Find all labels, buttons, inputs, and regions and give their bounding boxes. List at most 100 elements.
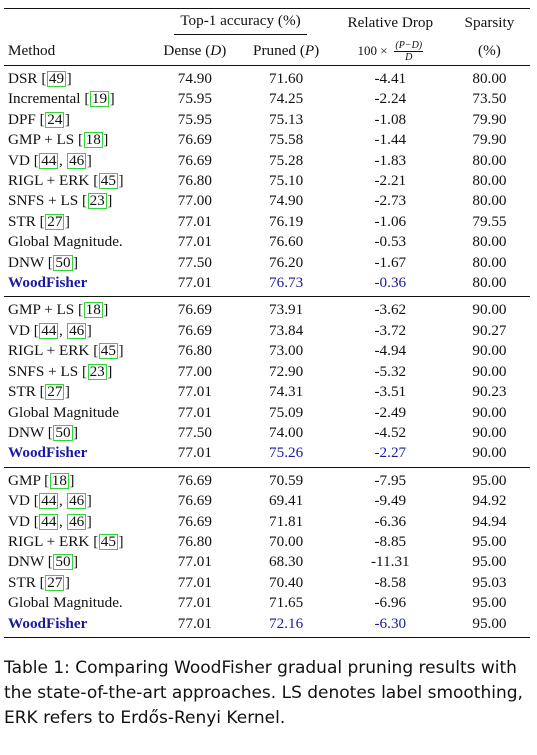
citation-link[interactable]: 27 bbox=[45, 573, 65, 591]
sparsity-value: 94.94 bbox=[472, 512, 507, 530]
method-name: RIGL + ERK bbox=[8, 342, 90, 360]
citation-link[interactable]: 46 bbox=[67, 321, 87, 339]
dense-value: 77.01 bbox=[177, 403, 212, 421]
method-name: DPF bbox=[8, 110, 36, 128]
citation-link[interactable]: 18 bbox=[83, 131, 103, 149]
relative-drop-value: -5.32 bbox=[374, 362, 407, 380]
pruned-value: 73.91 bbox=[240, 296, 332, 321]
relative-drop-value: -7.95 bbox=[331, 466, 449, 492]
pruned-value: 68.30 bbox=[269, 553, 304, 571]
citation-link[interactable]: 50 bbox=[53, 553, 73, 571]
dense-value: 75.95 bbox=[177, 90, 212, 108]
method-name: STR bbox=[8, 212, 36, 230]
method-cell: DNW [50] bbox=[8, 423, 79, 441]
table-row-highlight: WoodFisher 77.01 72.16 -6.30 95.00 bbox=[4, 613, 530, 638]
method-cell: STR [27] bbox=[8, 383, 70, 401]
relative-drop-value: -3.51 bbox=[374, 383, 407, 401]
citation-link[interactable]: 44 bbox=[39, 321, 59, 339]
method-cell: WoodFisher bbox=[4, 273, 149, 297]
dense-value: 76.80 bbox=[177, 172, 212, 190]
pruned-value: 70.40 bbox=[269, 573, 304, 591]
method-name: RIGL + ERK bbox=[8, 172, 90, 190]
citation-link[interactable]: 18 bbox=[83, 301, 103, 319]
method-name: DNW bbox=[8, 253, 44, 271]
method-name: STR bbox=[8, 383, 36, 401]
dense-value: 76.80 bbox=[177, 342, 212, 360]
method-cell: GMP [18] bbox=[4, 466, 150, 492]
citation-link[interactable]: 45 bbox=[98, 532, 118, 550]
citation-link[interactable]: 50 bbox=[53, 253, 73, 271]
citation-link[interactable]: 49 bbox=[46, 70, 67, 87]
sparsity-value: 90.27 bbox=[472, 321, 507, 339]
sparsity-value: 90.00 bbox=[472, 362, 507, 380]
citation-link[interactable]: 46 bbox=[67, 151, 87, 169]
citation-link[interactable]: 46 bbox=[67, 512, 87, 530]
table-row: RIGL + ERK [45] 76.80 70.00 -8.85 95.00 bbox=[4, 532, 530, 552]
drop-numerator: (P−D) bbox=[394, 39, 424, 52]
citation-link[interactable]: 18 bbox=[49, 471, 69, 489]
table-row: DSR [49] 74.90 71.60 -4.41 80.00 bbox=[4, 65, 530, 90]
sparsity-value: 95.00 bbox=[448, 466, 530, 492]
table-row: DNW [50] 77.50 76.20 -1.67 80.00 bbox=[4, 253, 530, 273]
relative-drop-value: -0.53 bbox=[374, 233, 407, 251]
header-row-1: Top-1 accuracy (%) Relative Drop Sparsit… bbox=[4, 8, 530, 37]
relative-drop-value: -2.49 bbox=[374, 403, 407, 421]
table-row: VD [44, 46] 76.69 73.84 -3.72 90.27 bbox=[4, 321, 530, 341]
citation-link[interactable]: 23 bbox=[87, 192, 107, 210]
table-row-highlight: WoodFisher 77.01 75.26 -2.27 90.00 bbox=[4, 443, 530, 467]
sparsity-value: 80.00 bbox=[472, 274, 507, 292]
method-cell: SNFS + LS [23] bbox=[8, 192, 113, 210]
header-empty-cell bbox=[4, 8, 150, 37]
sparsity-value: 80.00 bbox=[472, 253, 507, 271]
dense-value: 76.69 bbox=[177, 512, 212, 530]
pruned-value: 74.00 bbox=[269, 423, 304, 441]
table-row: SNFS + LS [23] 77.00 72.90 -5.32 90.00 bbox=[4, 362, 530, 382]
citation-link[interactable]: 45 bbox=[98, 172, 118, 190]
citation-link[interactable]: 44 bbox=[39, 512, 59, 530]
citation-link[interactable]: 45 bbox=[98, 342, 118, 360]
pruned-value: 69.41 bbox=[269, 492, 304, 510]
sparsity-value: 79.90 bbox=[472, 110, 507, 128]
pruned-value: 71.81 bbox=[269, 512, 304, 530]
pruned-label: Pruned bbox=[253, 41, 297, 59]
table-row: SNFS + LS [23] 77.00 74.90 -2.73 80.00 bbox=[4, 191, 530, 211]
sparsity-value: 94.92 bbox=[472, 492, 507, 510]
pruned-value: 70.00 bbox=[269, 532, 304, 550]
relative-drop-value: -1.06 bbox=[374, 212, 407, 230]
relative-drop-value: -2.73 bbox=[374, 192, 407, 210]
citation-link[interactable]: 23 bbox=[87, 362, 107, 380]
citation-link[interactable]: 24 bbox=[45, 110, 65, 128]
relative-drop-value: -1.83 bbox=[374, 151, 407, 169]
method-name: WoodFisher bbox=[8, 614, 88, 632]
pruned-value: 70.59 bbox=[240, 466, 332, 492]
table-body: DSR [49] 74.90 71.60 -4.41 80.00 Incremental … bbox=[4, 65, 530, 638]
method-name: GMP + LS bbox=[8, 131, 75, 149]
relative-drop-value: -1.67 bbox=[374, 253, 407, 271]
citation-link[interactable]: 19 bbox=[89, 90, 110, 108]
pruned-symbol: P bbox=[304, 41, 315, 59]
table-row: Global Magnitude 77.01 75.09 -2.49 90.00 bbox=[4, 403, 530, 423]
dense-header: Dense (D) bbox=[163, 41, 227, 59]
pruned-value: 76.19 bbox=[269, 212, 304, 230]
dense-symbol: D bbox=[210, 41, 222, 59]
method-cell: STR [27] bbox=[8, 212, 70, 230]
method-cell: Incremental [19] bbox=[8, 90, 115, 108]
table-row: DPF [24] 75.95 75.13 -1.08 79.90 bbox=[4, 110, 530, 130]
citation-link[interactable]: 44 bbox=[39, 151, 59, 169]
table-row: Global Magnitude. 77.01 76.60 -0.53 80.00 bbox=[4, 232, 530, 252]
sparsity-value: 80.00 bbox=[448, 65, 530, 90]
sparsity-value: 80.00 bbox=[472, 151, 507, 169]
pruned-value: 74.90 bbox=[269, 192, 304, 210]
citation-link[interactable]: 44 bbox=[39, 492, 59, 510]
relative-drop-value: -2.27 bbox=[374, 444, 407, 462]
citation-link[interactable]: 27 bbox=[45, 383, 65, 401]
method-name: DNW bbox=[8, 553, 44, 571]
drop-fraction: (P−D) D bbox=[394, 39, 424, 63]
dense-value: 77.01 bbox=[177, 444, 212, 462]
pruned-value: 73.00 bbox=[269, 342, 304, 360]
citation-link[interactable]: 50 bbox=[53, 423, 73, 441]
table-row: Global Magnitude. 77.01 71.65 -6.96 95.00 bbox=[4, 593, 530, 613]
pruned-value: 76.73 bbox=[269, 274, 304, 292]
citation-link[interactable]: 27 bbox=[45, 212, 65, 230]
citation-link[interactable]: 46 bbox=[67, 492, 87, 510]
